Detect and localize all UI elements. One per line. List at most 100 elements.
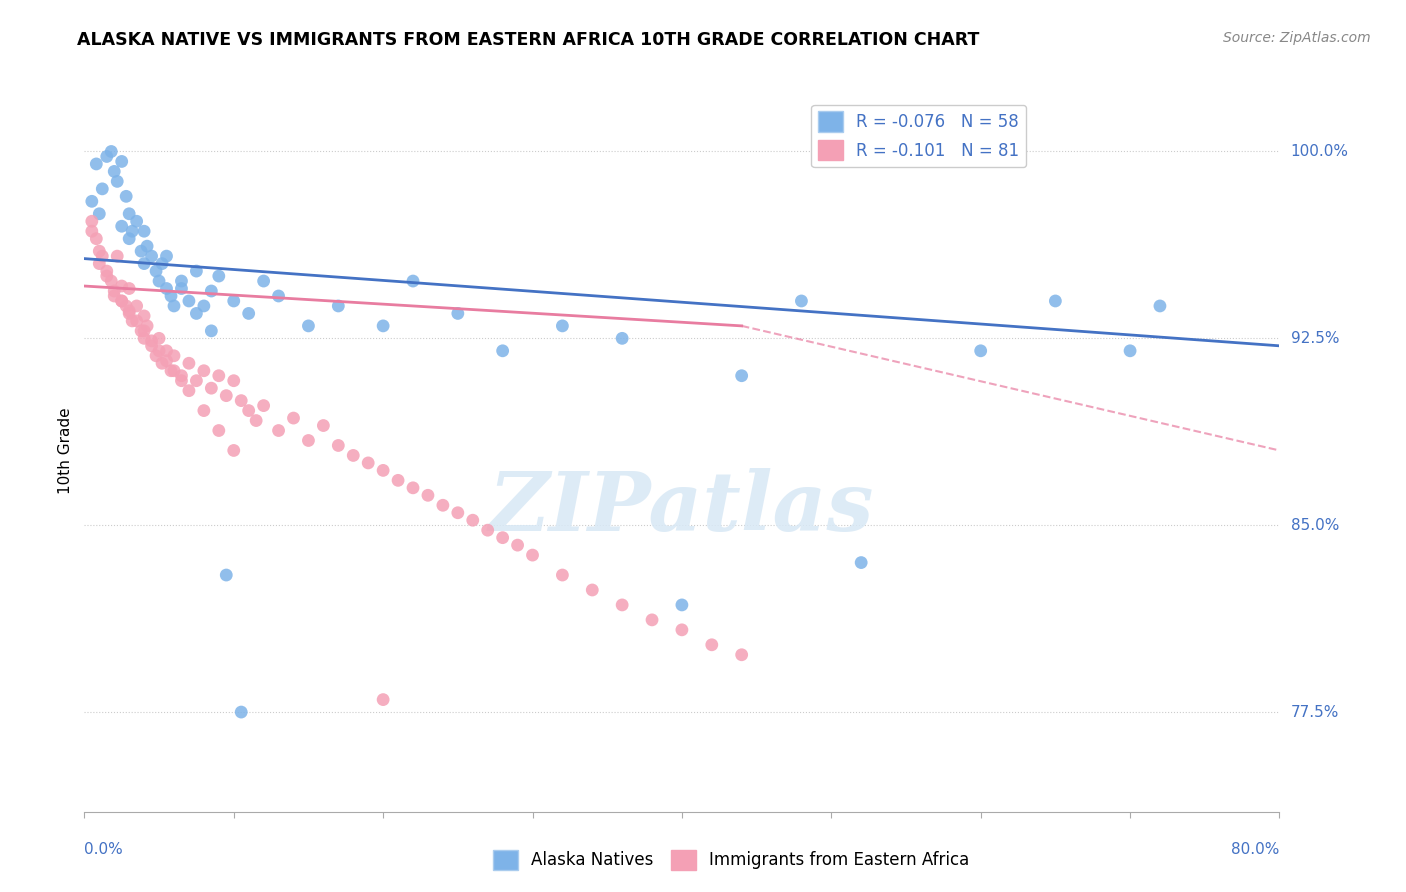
Point	[193, 299, 215, 313]
Point	[89, 207, 111, 221]
Point	[118, 281, 141, 295]
Point	[96, 268, 118, 283]
Point	[145, 349, 167, 363]
Point	[170, 374, 193, 388]
Point	[731, 368, 754, 383]
Point	[136, 318, 159, 333]
Point	[200, 324, 222, 338]
Point	[245, 413, 267, 427]
Point	[105, 249, 128, 263]
Point	[231, 705, 253, 719]
Point	[215, 389, 238, 403]
Point	[163, 349, 186, 363]
Text: 100.0%: 100.0%	[1291, 144, 1348, 159]
Point	[155, 343, 177, 358]
Point	[402, 274, 425, 288]
Point	[612, 598, 634, 612]
Point	[222, 293, 245, 308]
Y-axis label: 10th Grade: 10th Grade	[58, 407, 73, 494]
Point	[312, 418, 335, 433]
Point	[342, 449, 364, 463]
Point	[118, 207, 141, 221]
Point	[129, 244, 152, 259]
Point	[155, 353, 177, 368]
Point	[96, 149, 118, 163]
Point	[253, 399, 276, 413]
Point	[111, 154, 134, 169]
Point	[700, 638, 723, 652]
Point	[492, 531, 515, 545]
Point	[522, 548, 544, 562]
Point	[150, 257, 173, 271]
Point	[111, 293, 134, 308]
Point	[141, 249, 163, 263]
Text: 80.0%: 80.0%	[1232, 842, 1279, 857]
Point	[267, 424, 290, 438]
Point	[447, 506, 470, 520]
Point	[551, 318, 574, 333]
Text: 0.0%: 0.0%	[84, 842, 124, 857]
Point	[160, 364, 183, 378]
Point	[186, 264, 208, 278]
Point	[193, 403, 215, 417]
Point	[155, 249, 177, 263]
Point	[477, 523, 499, 537]
Text: Source: ZipAtlas.com: Source: ZipAtlas.com	[1223, 31, 1371, 45]
Point	[612, 331, 634, 345]
Point	[148, 274, 170, 288]
Point	[103, 284, 125, 298]
Point	[193, 364, 215, 378]
Point	[200, 284, 222, 298]
Point	[373, 318, 395, 333]
Point	[373, 692, 395, 706]
Point	[111, 279, 134, 293]
Point	[86, 157, 108, 171]
Point	[170, 281, 193, 295]
Text: ZIPatlas: ZIPatlas	[489, 468, 875, 549]
Point	[141, 334, 163, 348]
Point	[125, 214, 148, 228]
Point	[297, 318, 319, 333]
Point	[100, 274, 122, 288]
Point	[132, 309, 156, 323]
Point	[208, 268, 231, 283]
Point	[283, 411, 305, 425]
Point	[121, 314, 143, 328]
Point	[492, 343, 515, 358]
Point	[170, 368, 193, 383]
Point	[89, 257, 111, 271]
Point	[163, 299, 186, 313]
Legend: R = -0.076   N = 58, R = -0.101   N = 81: R = -0.076 N = 58, R = -0.101 N = 81	[811, 104, 1026, 167]
Point	[1045, 293, 1067, 308]
Point	[671, 623, 693, 637]
Point	[297, 434, 319, 448]
Point	[447, 306, 470, 320]
Point	[416, 488, 439, 502]
Point	[461, 513, 484, 527]
Point	[136, 239, 159, 253]
Point	[80, 224, 103, 238]
Point	[145, 264, 167, 278]
Point	[115, 189, 138, 203]
Point	[581, 582, 603, 597]
Point	[253, 274, 276, 288]
Point	[132, 324, 156, 338]
Point	[118, 306, 141, 320]
Point	[91, 249, 114, 263]
Point	[111, 219, 134, 234]
Legend: Alaska Natives, Immigrants from Eastern Africa: Alaska Natives, Immigrants from Eastern …	[486, 843, 976, 877]
Point	[177, 384, 200, 398]
Point	[111, 293, 134, 308]
Text: ALASKA NATIVE VS IMMIGRANTS FROM EASTERN AFRICA 10TH GRADE CORRELATION CHART: ALASKA NATIVE VS IMMIGRANTS FROM EASTERN…	[77, 31, 980, 49]
Point	[125, 314, 148, 328]
Point	[141, 339, 163, 353]
Point	[132, 331, 156, 345]
Point	[150, 356, 173, 370]
Point	[132, 224, 156, 238]
Point	[1119, 343, 1142, 358]
Point	[96, 264, 118, 278]
Point	[86, 232, 108, 246]
Point	[402, 481, 425, 495]
Point	[357, 456, 380, 470]
Point	[200, 381, 222, 395]
